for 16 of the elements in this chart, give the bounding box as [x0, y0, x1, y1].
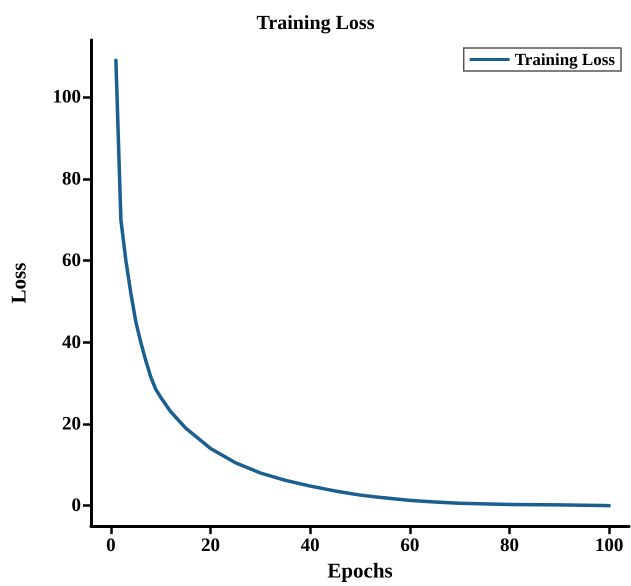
- x-tick-label: 40: [300, 535, 320, 556]
- chart-title: Training Loss: [256, 12, 375, 34]
- legend-label: Training Loss: [514, 50, 616, 69]
- y-tick-label: 0: [72, 495, 81, 516]
- x-tick-label: 80: [500, 535, 519, 556]
- x-tick-label: 60: [400, 535, 420, 556]
- x-tick-label: 100: [594, 535, 624, 556]
- y-axis-title: Loss: [6, 262, 30, 304]
- y-tick-label: 80: [62, 168, 81, 190]
- x-tick-label: 0: [106, 535, 116, 556]
- y-tick-label: 40: [62, 332, 81, 353]
- x-axis-title: Epochs: [327, 558, 393, 582]
- y-tick-label: 20: [62, 413, 81, 434]
- x-tick-label: 20: [201, 535, 220, 556]
- y-tick-label: 100: [52, 86, 81, 108]
- y-tick-label: 60: [62, 250, 81, 272]
